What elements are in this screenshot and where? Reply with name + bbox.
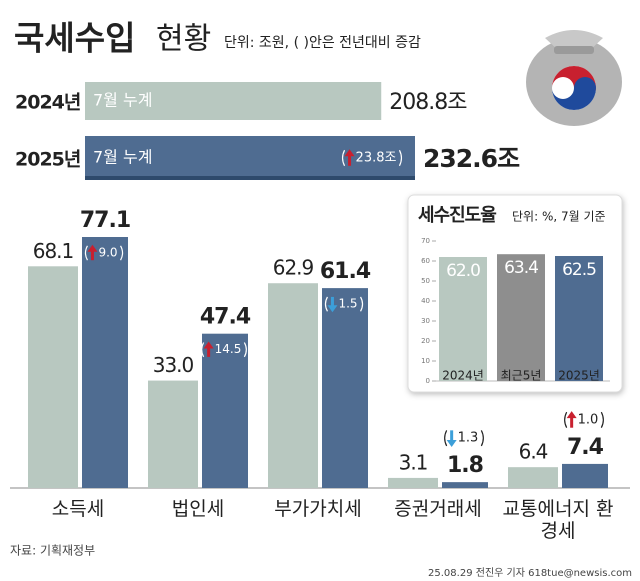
bar [442,482,488,488]
bar-label: 7월 누계 [93,148,152,167]
bar [202,333,248,488]
row-label: 2024년 [15,92,80,114]
bar [562,463,608,488]
change-label: 23.8조 [356,151,397,166]
value-label: 62.0 [446,261,480,281]
up-arrow-head [203,341,214,349]
up-arrow [348,155,352,166]
y-tick-label: 50 [421,277,430,285]
up-arrow-head [566,411,577,419]
y-tick-label: 20 [421,337,430,345]
paren [243,342,247,358]
bar [82,237,128,488]
y-tick-label: 10 [421,357,430,365]
y-tick-label: 40 [421,297,430,305]
value-label: 68.1 [33,239,74,263]
change-label: 1.0 [578,412,599,427]
paren [324,296,328,312]
value-label: 33.0 [153,353,194,377]
change-label: 1.3 [458,431,479,446]
paren [120,245,124,261]
down-arrow-head [327,305,338,313]
bar [322,288,368,488]
inset-title: 세수진도율 [418,205,496,226]
change-label: 1.5 [338,297,357,311]
paren [564,411,568,428]
inset-subtitle: 단위: %, 7월 기준 [512,210,606,224]
credit: 25.08.29 전진우 기자 618tue@newsis.com [428,567,632,579]
source: 자료: 기획재정부 [10,544,95,558]
paren [360,296,364,312]
value-label: 47.4 [200,305,251,330]
value-label: 6.4 [519,440,548,464]
paren [341,149,346,167]
up-arrow [207,347,211,357]
row-label: 2025년 [15,149,80,171]
title-2: 현황 [156,22,211,57]
down-arrow-head [446,439,457,447]
bar [28,266,78,488]
bar [508,467,558,488]
bar [388,477,438,488]
money-bag-icon [526,30,622,126]
bar [85,82,382,120]
value-label: 61.4 [320,259,371,284]
x-tick-label: 2024년 [442,369,484,383]
bar [555,256,603,381]
value-label: 1.8 [447,453,483,478]
category-label: 법인세 [171,498,225,520]
category-label: 증권거래세 [394,498,482,520]
up-arrow-head [344,149,355,157]
value-label: 63.4 [504,258,538,278]
category-label: 교통에너지 환경세 [502,498,614,542]
paren [201,342,205,358]
x-tick-label: 최근5년 [501,369,542,383]
x-tick-label: 2025년 [558,369,600,383]
up-arrow [90,250,94,261]
paren [398,149,403,167]
value-label: 7.4 [567,435,604,460]
paren [444,430,448,447]
unit: 단위: 조원, ( )안은 전년대비 증감 [224,35,421,51]
y-tick-label: 60 [421,257,430,265]
up-arrow [570,417,574,428]
value-label: 208.8조 [389,90,467,115]
title: 국세수입 [14,19,135,58]
bar-shadow [85,176,415,180]
bar [85,136,415,180]
category-label: 소득세 [51,498,105,520]
y-tick-label: 70 [421,237,430,245]
bar [439,257,487,381]
value-label: 62.5 [562,260,596,280]
value-label: 62.9 [273,256,314,280]
value-label: 3.1 [399,450,428,474]
up-arrow-head [87,244,98,252]
y-tick-label: 0 [426,377,430,385]
bar-label: 7월 누계 [93,91,152,110]
change-label: 9.0 [98,246,117,260]
paren [84,245,88,261]
value-label: 232.6조 [423,144,520,173]
value-label: 77.1 [80,208,130,233]
category-label: 부가가치세 [274,498,362,520]
paren [480,430,484,447]
bar [268,283,318,488]
down-arrow [450,430,454,441]
bar [497,254,545,381]
down-arrow [330,296,334,307]
y-tick-label: 30 [421,317,430,325]
change-label: 14.5 [215,342,242,356]
paren [600,411,604,428]
bar [148,380,198,488]
